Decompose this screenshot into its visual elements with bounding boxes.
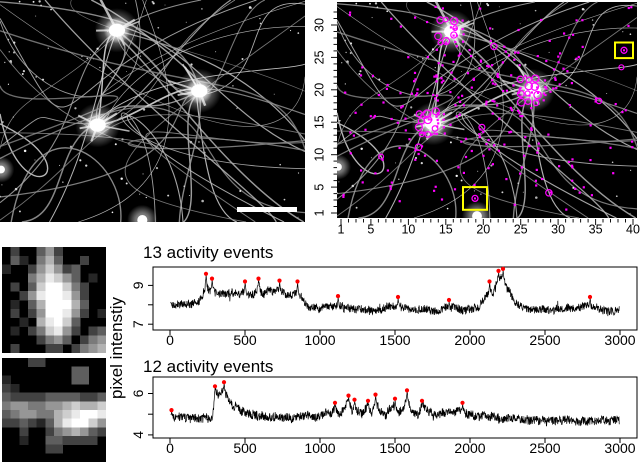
- svg-text:7: 7: [130, 320, 146, 328]
- svg-text:1500: 1500: [379, 332, 410, 348]
- event-marker: [295, 279, 300, 284]
- svg-text:2500: 2500: [529, 440, 560, 456]
- event-marker: [373, 392, 378, 397]
- svg-text:15: 15: [439, 223, 453, 236]
- svg-text:10: 10: [401, 223, 415, 236]
- trace-plot-12-events: 0 500 1000 1500 2000 2500 3000 4 6: [130, 376, 638, 456]
- svg-text:25: 25: [514, 223, 528, 236]
- svg-text:5: 5: [313, 184, 327, 191]
- svg-text:4: 4: [130, 431, 146, 439]
- svg-text:15: 15: [313, 115, 327, 129]
- event-marker: [221, 380, 227, 385]
- svg-text:1500: 1500: [379, 440, 410, 456]
- svg-text:1: 1: [338, 223, 345, 236]
- event-marker: [335, 294, 341, 299]
- svg-text:500: 500: [233, 332, 257, 348]
- event-marker: [169, 408, 174, 413]
- event-marker: [346, 393, 351, 398]
- svg-text:40: 40: [626, 223, 640, 236]
- svg-text:6: 6: [130, 389, 146, 397]
- intensity-trace-plots: pixel intenstiy 13 activity events 12 ac…: [110, 243, 638, 456]
- svg-text:5: 5: [367, 223, 374, 236]
- event-marker: [419, 398, 425, 403]
- event-marker: [212, 384, 218, 389]
- svg-text:0: 0: [166, 332, 174, 348]
- event-marker: [395, 294, 401, 300]
- trace-plot-13-events: 0 500 1000 1500 2000 2500 3000 7 9: [130, 266, 638, 348]
- svg-text:30: 30: [551, 223, 565, 236]
- svg-text:3000: 3000: [604, 440, 635, 456]
- crop-roi-zoom-top: [2, 247, 106, 353]
- panel-b-activity-overlay: [342, 5, 634, 211]
- event-marker: [203, 271, 209, 276]
- svg-text:1000: 1000: [304, 332, 335, 348]
- roi-box: [614, 41, 634, 60]
- event-marker: [500, 266, 506, 271]
- plot-top-title: 13 activity events: [143, 243, 273, 262]
- event-marker: [487, 279, 492, 284]
- roi-box: [462, 186, 488, 211]
- svg-text:1000: 1000: [304, 440, 335, 456]
- svg-text:3000: 3000: [604, 332, 635, 348]
- svg-text:2500: 2500: [529, 332, 560, 348]
- scale-bar: [237, 207, 297, 212]
- event-marker: [460, 400, 465, 405]
- svg-text:30: 30: [313, 18, 327, 32]
- event-marker: [332, 400, 338, 405]
- svg-text:9: 9: [130, 281, 146, 289]
- event-marker: [209, 276, 215, 281]
- event-marker: [256, 276, 261, 281]
- panel-b-roi-boxes: [462, 41, 634, 211]
- event-marker: [496, 268, 501, 273]
- svg-text:10: 10: [313, 148, 327, 162]
- svg-text:25: 25: [313, 50, 327, 64]
- svg-text:20: 20: [313, 83, 327, 97]
- y-axis-label: pixel intenstiy: [110, 296, 126, 399]
- event-marker: [446, 297, 452, 303]
- event-marker: [365, 398, 371, 403]
- plot-bottom-title: 12 activity events: [143, 357, 273, 376]
- event-marker: [242, 279, 248, 284]
- intensity-trace: [170, 383, 620, 427]
- crop-roi-zoom-bottom: [2, 358, 106, 462]
- svg-text:500: 500: [233, 440, 257, 456]
- svg-text:35: 35: [589, 223, 603, 236]
- svg-text:2000: 2000: [454, 332, 485, 348]
- svg-text:20: 20: [476, 223, 490, 236]
- svg-text:0: 0: [166, 440, 174, 456]
- svg-text:2000: 2000: [454, 440, 485, 456]
- event-marker: [352, 397, 357, 402]
- event-marker: [277, 278, 282, 283]
- event-marker: [404, 388, 410, 393]
- event-marker: [587, 294, 593, 300]
- event-marker: [392, 396, 398, 401]
- panel-a-micrograph: [0, 0, 305, 222]
- intensity-trace: [170, 269, 620, 317]
- svg-text:1: 1: [313, 209, 327, 216]
